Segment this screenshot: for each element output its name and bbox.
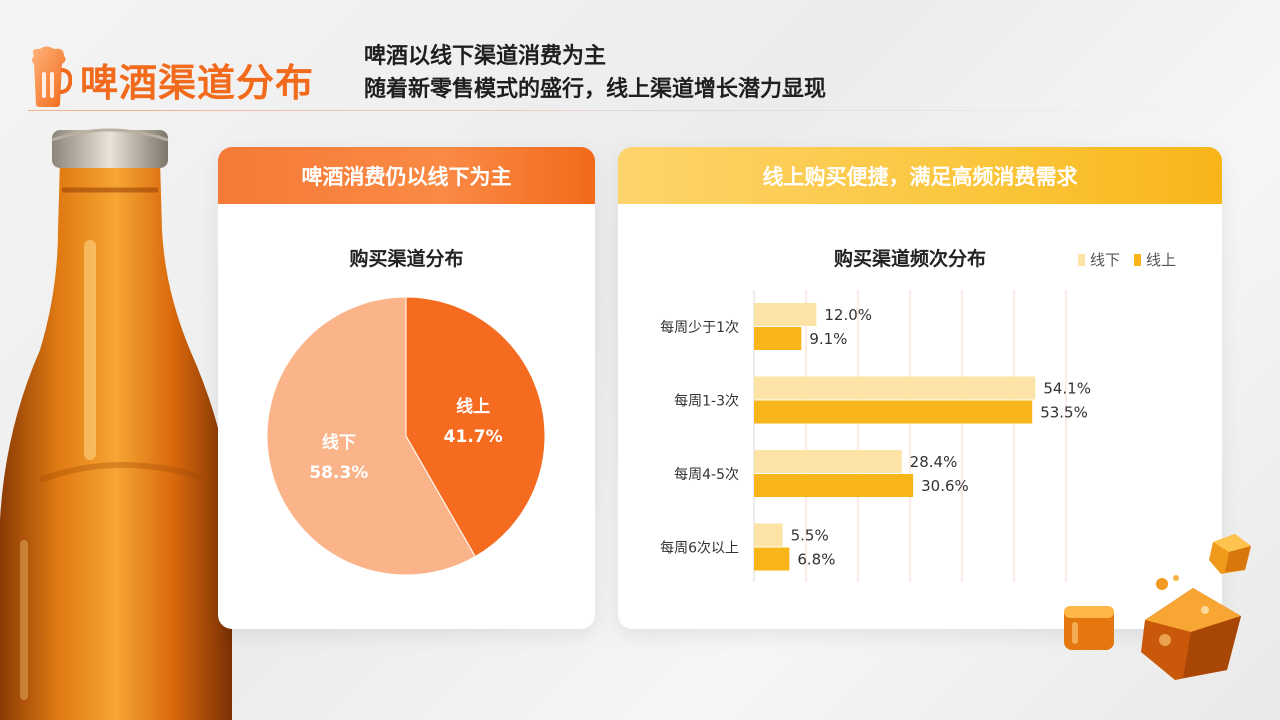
page-subtitle: 啤酒以线下渠道消费为主 随着新零售模式的盛行，线上渠道增长潜力显现 — [364, 40, 826, 106]
bar-value-label: 5.5% — [791, 527, 829, 545]
bar-value-label: 28.4% — [910, 453, 958, 471]
beer-mug-icon — [32, 46, 72, 107]
bar-value-label: 12.0% — [824, 306, 872, 324]
bar-value-label: 6.8% — [797, 551, 835, 569]
pie-value-label: 41.7% — [444, 427, 503, 447]
pie-slice-offline — [266, 296, 476, 576]
left-panel-header: 啤酒消费仍以线下为主 — [218, 147, 595, 204]
subtitle-line-2: 随着新零售模式的盛行，线上渠道增长潜力显现 — [364, 77, 827, 102]
legend-label-online: 线上 — [1146, 251, 1177, 269]
amber-cube-icon — [1141, 588, 1241, 680]
amber-cube-icon — [1209, 534, 1251, 574]
bar-value-label: 54.1% — [1043, 380, 1091, 398]
pie-label: 线下 — [322, 432, 356, 453]
online-channel-panel: 线上购买便捷，满足高频消费需求 购买渠道频次分布 线下 线上 每周少于1次 12.… — [618, 147, 1222, 629]
legend-swatch-offline — [1078, 253, 1085, 266]
frequency-bar-chart: 每周少于1次 12.0% 9.1% 每周1-3次 54.1% 53.5% 每周4-5次 28.… — [660, 290, 1091, 582]
bar-online — [754, 327, 802, 350]
legend-swatch-online — [1134, 253, 1142, 266]
bar-online — [754, 474, 914, 497]
page-title: 啤酒渠道分布 — [80, 61, 315, 105]
bar-value-label: 30.6% — [921, 477, 969, 495]
channel-pie-chart: 线上 41.7% 线下 58.3% — [266, 296, 546, 576]
bar-offline — [754, 376, 1036, 400]
right-panel-header: 线上购买便捷，满足高频消费需求 — [618, 147, 1222, 204]
category-label: 每周少于1次 — [660, 320, 739, 336]
beer-bottle-image — [0, 128, 232, 720]
bar-chart-title: 购买渠道频次分布 — [834, 248, 987, 270]
bar-offline — [754, 450, 902, 473]
header-divider — [28, 110, 1218, 111]
bar-online — [754, 547, 790, 571]
pie-slice-online — [405, 296, 546, 558]
category-label: 每周4-5次 — [674, 467, 739, 483]
droplet-icon — [1156, 575, 1179, 590]
legend-label-offline: 线下 — [1090, 251, 1121, 269]
pie-chart-title: 购买渠道分布 — [349, 248, 464, 270]
bar-online — [754, 400, 1033, 424]
category-label: 每周6次以上 — [660, 541, 739, 557]
bar-offline — [754, 523, 783, 547]
subtitle-line-1: 啤酒以线下渠道消费为主 — [364, 44, 607, 69]
legend-item-offline: 线下 — [1078, 249, 1120, 270]
bar-chart-legend: 线下 线上 — [1078, 249, 1176, 270]
bar-value-label: 53.5% — [1040, 404, 1088, 422]
legend-item-online: 线上 — [1134, 249, 1176, 270]
offline-channel-panel: 啤酒消费仍以线下为主 购买渠道分布 线上 41.7% 线下 58.3% — [218, 147, 595, 629]
bar-value-label: 9.1% — [809, 330, 847, 348]
bar-offline — [754, 303, 817, 326]
category-label: 每周1-3次 — [674, 394, 739, 410]
amber-cube-icon — [1064, 606, 1114, 650]
pie-label: 线上 — [456, 396, 490, 417]
pie-value-label: 58.3% — [309, 463, 368, 483]
